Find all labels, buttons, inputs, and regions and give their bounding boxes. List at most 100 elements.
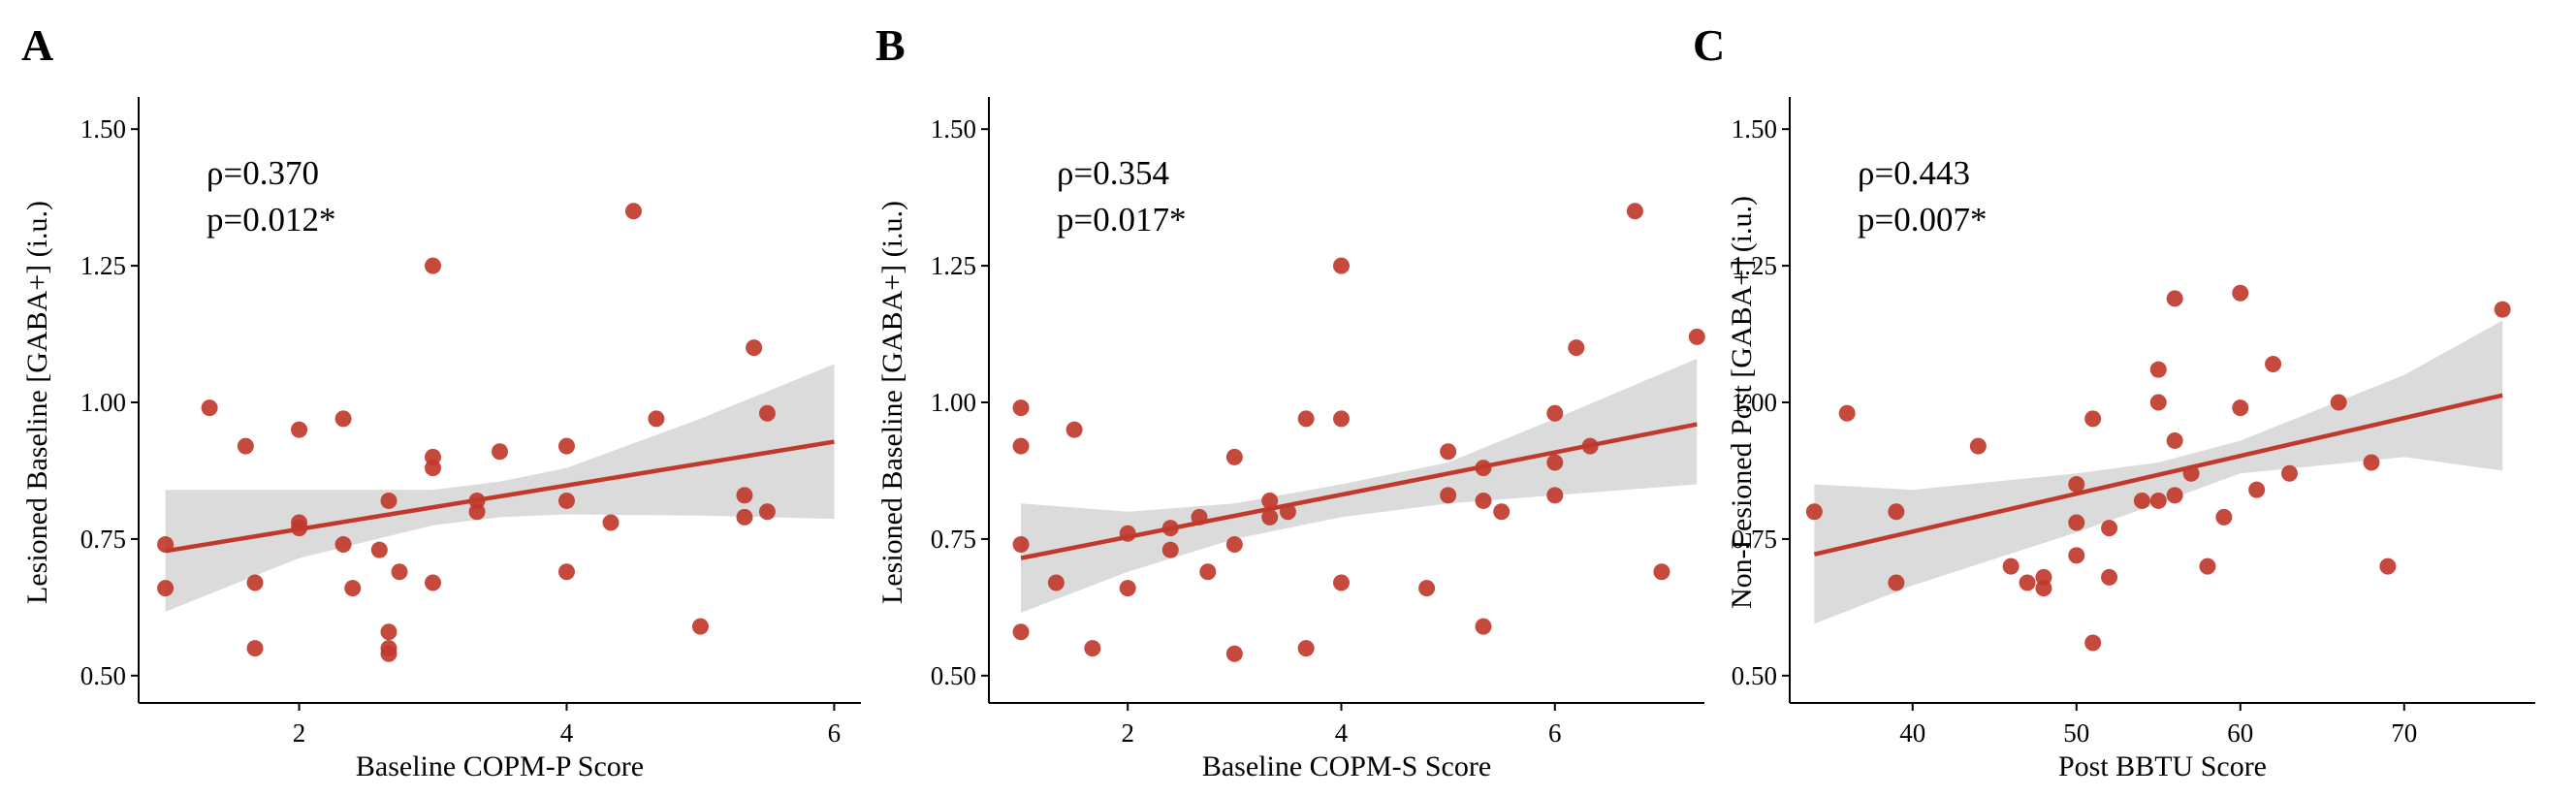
data-point bbox=[468, 503, 486, 521]
data-point bbox=[380, 645, 398, 662]
data-point bbox=[1119, 525, 1136, 542]
confidence-band bbox=[1021, 358, 1698, 613]
data-point bbox=[736, 487, 753, 504]
y-tick-label: 1.25 bbox=[931, 251, 976, 280]
data-point bbox=[2084, 410, 2102, 428]
data-point bbox=[1888, 503, 1905, 521]
data-point bbox=[2035, 580, 2052, 597]
data-point bbox=[2133, 492, 2150, 509]
y-tick-label: 1.50 bbox=[1732, 114, 1777, 143]
data-point bbox=[758, 503, 776, 521]
data-point bbox=[1332, 574, 1350, 591]
data-point bbox=[1332, 257, 1350, 274]
data-point bbox=[557, 437, 575, 455]
data-point bbox=[237, 437, 254, 455]
data-point bbox=[746, 339, 763, 357]
data-point bbox=[2068, 547, 2085, 564]
data-point bbox=[1012, 437, 1030, 455]
data-point bbox=[157, 580, 175, 597]
y-tick-label: 0.50 bbox=[1732, 661, 1777, 690]
data-point bbox=[157, 536, 175, 554]
y-tick-label: 1.25 bbox=[1732, 251, 1777, 280]
data-point bbox=[1225, 536, 1243, 554]
data-point bbox=[1119, 580, 1136, 597]
data-point bbox=[1297, 640, 1315, 657]
data-point bbox=[1012, 623, 1030, 641]
data-point bbox=[2166, 431, 2183, 449]
data-point bbox=[1475, 460, 1492, 477]
data-point bbox=[2379, 558, 2397, 575]
data-point bbox=[1493, 503, 1511, 521]
data-point bbox=[2149, 361, 2167, 378]
x-tick-label: 60 bbox=[2227, 718, 2253, 748]
data-point bbox=[1279, 503, 1296, 521]
data-point bbox=[1626, 203, 1643, 220]
x-axis-title: Post BBTU Score bbox=[2058, 750, 2267, 782]
data-point bbox=[2330, 394, 2347, 411]
data-point bbox=[1546, 487, 1564, 504]
data-point bbox=[391, 563, 408, 581]
data-point bbox=[1261, 492, 1279, 509]
data-point bbox=[736, 508, 753, 526]
data-point bbox=[602, 514, 620, 531]
data-point bbox=[2363, 454, 2380, 471]
data-point bbox=[557, 563, 575, 581]
data-point bbox=[2084, 634, 2102, 652]
x-tick-label: 50 bbox=[2063, 718, 2089, 748]
data-point bbox=[1012, 399, 1030, 417]
x-axis-title: Baseline COPM-P Score bbox=[356, 750, 644, 782]
data-point bbox=[1838, 404, 1856, 422]
x-tick-label: 70 bbox=[2391, 718, 2417, 748]
x-tick-label: 6 bbox=[1548, 718, 1562, 748]
data-point bbox=[425, 257, 442, 274]
data-point bbox=[1199, 563, 1217, 581]
y-tick-label: 0.50 bbox=[80, 661, 126, 690]
data-point bbox=[1047, 574, 1065, 591]
data-point bbox=[2068, 514, 2085, 531]
panel-letter: A bbox=[21, 20, 53, 70]
data-point bbox=[1084, 640, 1101, 657]
data-point bbox=[1568, 339, 1585, 357]
data-point bbox=[2265, 356, 2282, 373]
data-point bbox=[2215, 508, 2233, 526]
data-point bbox=[1161, 541, 1179, 558]
x-tick-label: 6 bbox=[828, 718, 842, 748]
data-point bbox=[1805, 503, 1823, 521]
data-point bbox=[1418, 580, 1436, 597]
data-point bbox=[1969, 437, 1987, 455]
data-point bbox=[758, 404, 776, 422]
confidence-band bbox=[165, 364, 835, 612]
data-point bbox=[2068, 476, 2085, 494]
data-point bbox=[370, 541, 388, 558]
panel-c: C 0.50 0.75 1.00 1.25 1.50 40 50 60 70 Post BBTU S… bbox=[1693, 20, 2535, 782]
data-point bbox=[1440, 443, 1457, 461]
data-point bbox=[557, 492, 575, 509]
rho-annotation: ρ=0.354 bbox=[1057, 154, 1169, 192]
data-point bbox=[1475, 492, 1492, 509]
data-point bbox=[2166, 290, 2183, 307]
rho-annotation: ρ=0.370 bbox=[207, 154, 319, 192]
y-axis-title: Non-Lesioned Post [GABA+] (i.u.) bbox=[1726, 196, 1758, 609]
data-point bbox=[291, 520, 308, 537]
y-tick-label: 0.75 bbox=[1732, 525, 1777, 554]
data-point bbox=[1225, 645, 1243, 662]
panel-b: B 0.50 0.75 1.00 1.25 1.50 2 4 6 Baseline COPM-S … bbox=[875, 20, 1705, 782]
data-point bbox=[1225, 448, 1243, 465]
data-point bbox=[380, 492, 398, 509]
x-tick-label: 2 bbox=[293, 718, 306, 748]
x-tick-label: 4 bbox=[1335, 718, 1349, 748]
y-tick-label: 1.00 bbox=[931, 388, 976, 417]
y-tick-label: 1.50 bbox=[80, 114, 126, 143]
data-point bbox=[2002, 558, 2019, 575]
y-tick-label: 1.00 bbox=[1732, 388, 1777, 417]
confidence-band bbox=[1814, 320, 2503, 624]
data-point bbox=[334, 410, 352, 428]
data-point bbox=[1012, 536, 1030, 554]
data-point bbox=[1546, 404, 1564, 422]
y-tick-label: 0.75 bbox=[931, 525, 976, 554]
x-axis-title: Baseline COPM-S Score bbox=[1202, 750, 1491, 782]
panel-letter: B bbox=[875, 20, 906, 70]
data-point bbox=[2280, 464, 2298, 482]
data-point bbox=[1475, 618, 1492, 635]
